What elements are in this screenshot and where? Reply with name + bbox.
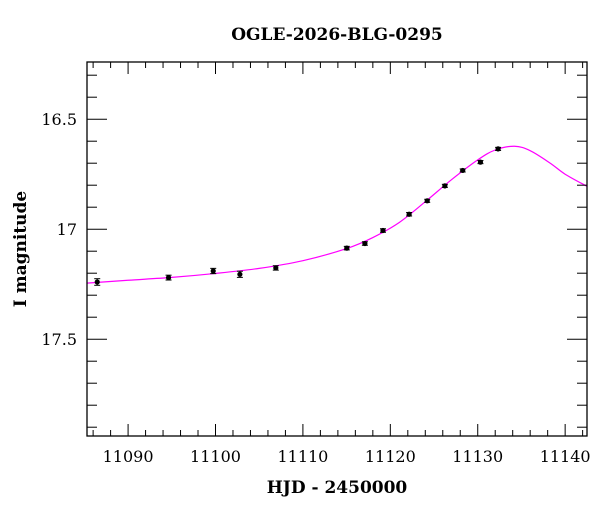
- data-point: [441, 183, 448, 189]
- point-marker: [165, 275, 172, 281]
- chart-title: OGLE-2026-BLG-0295: [231, 25, 443, 45]
- point-marker: [237, 271, 243, 277]
- data-point: [236, 270, 243, 278]
- point-marker: [406, 211, 412, 217]
- data-point: [94, 278, 101, 286]
- data-point: [424, 198, 431, 204]
- data-point: [343, 245, 350, 251]
- point-marker: [460, 167, 466, 174]
- point-marker: [210, 268, 216, 274]
- data-point: [406, 211, 413, 217]
- plot-frame: [86, 61, 588, 437]
- data-point: [379, 227, 386, 234]
- point-marker: [442, 183, 448, 189]
- y-tick-label: 17: [57, 220, 77, 239]
- x-tick-label: 11110: [277, 447, 328, 466]
- y-axis-title: I magnitude: [11, 191, 31, 308]
- data-point: [165, 274, 172, 281]
- x-tick-label: 11130: [452, 447, 503, 466]
- x-tick-label: 11140: [540, 447, 591, 466]
- y-tick-label: 17.5: [41, 330, 77, 349]
- point-marker: [94, 279, 100, 285]
- x-tick-label: 11090: [103, 447, 154, 466]
- y-tick-label: 16.5: [41, 110, 77, 129]
- point-marker: [273, 265, 279, 271]
- point-marker: [362, 240, 368, 247]
- plot-area: [86, 61, 588, 437]
- point-marker: [495, 146, 501, 152]
- model-curve: [87, 145, 587, 284]
- point-marker: [424, 198, 430, 204]
- data-point: [210, 267, 217, 275]
- data-point: [459, 167, 466, 174]
- x-tick-label: 11120: [365, 447, 416, 466]
- point-marker: [477, 159, 484, 165]
- data-point: [361, 240, 368, 247]
- point-marker: [380, 227, 386, 234]
- x-axis-title: HJD - 2450000: [267, 478, 408, 498]
- data-point: [272, 265, 279, 271]
- data-point: [495, 146, 502, 152]
- point-marker: [344, 245, 350, 251]
- data-point: [477, 159, 484, 165]
- x-tick-label: 11100: [190, 447, 241, 466]
